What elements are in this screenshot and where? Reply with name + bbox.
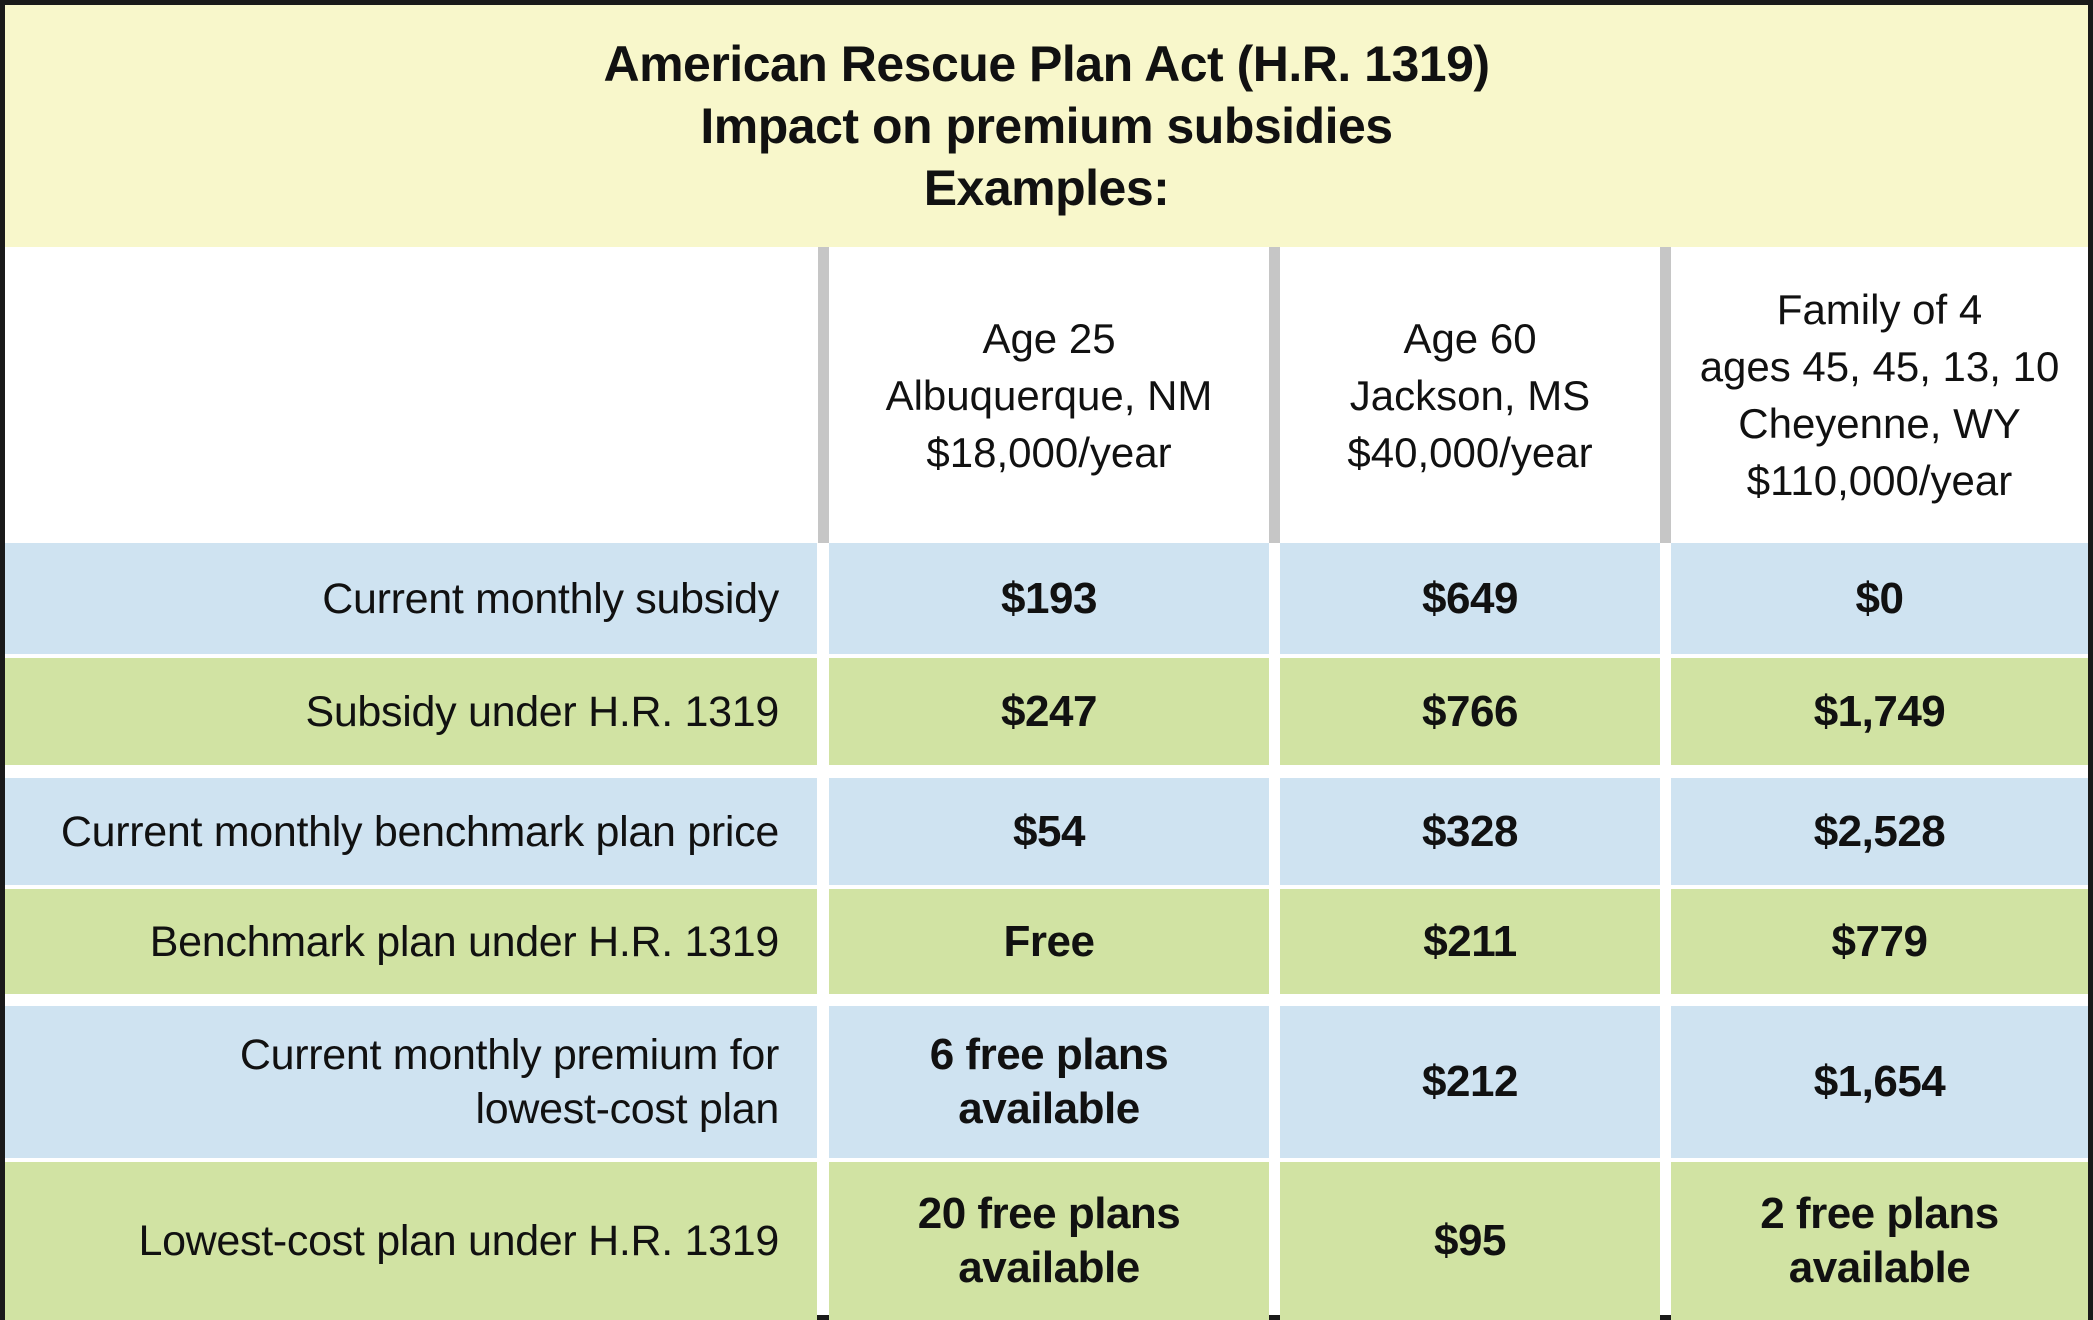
column-header-line: Family of 4 <box>1776 286 1983 333</box>
table-cell: Free <box>829 889 1269 994</box>
row-label: Subsidy under H.R. 1319 <box>5 658 817 765</box>
cell-value: available <box>1788 1243 1971 1292</box>
column-header-line: Jackson, MS <box>1349 371 1591 419</box>
cell-value: $766 <box>1422 686 1518 736</box>
table-row-current-lowest-cost-premium: Current monthly premium for lowest-cost … <box>5 1006 2088 1158</box>
row-label-text: lowest-cost plan <box>475 1085 779 1133</box>
table-cell: $54 <box>829 778 1269 885</box>
title-line-3: Examples: <box>923 160 1170 216</box>
column-header-line: Cheyenne, WY <box>1738 400 2021 447</box>
cell-value: available <box>958 1243 1140 1292</box>
cell-value: $649 <box>1422 573 1518 623</box>
row-label: Benchmark plan under H.R. 1319 <box>5 889 817 994</box>
table-cell: $649 <box>1280 543 1660 654</box>
title-line-2: Impact on premium subsidies <box>700 98 1393 154</box>
row-label: Lowest-cost plan under H.R. 1319 <box>5 1162 817 1320</box>
table-cell: $2,528 <box>1671 778 2088 885</box>
column-header-age-60: Age 60 Jackson, MS $40,000/year <box>1280 247 1660 543</box>
table-cell: $212 <box>1280 1006 1660 1158</box>
table-cell: 6 free plans available <box>829 1006 1269 1158</box>
column-header-line: $110,000/year <box>1746 457 2013 504</box>
column-header-line: Age 25 <box>982 314 1116 362</box>
table-row-current-monthly-subsidy: Current monthly subsidy $193 $649 $0 <box>5 543 2088 654</box>
table-cell: $328 <box>1280 778 1660 885</box>
cell-value: 20 free plans <box>917 1189 1181 1238</box>
row-label: Current monthly subsidy <box>5 543 817 654</box>
table-cell: $766 <box>1280 658 1660 765</box>
cell-value: $2,528 <box>1813 806 1946 856</box>
row-label: Current monthly benchmark plan price <box>5 778 817 885</box>
row-label-text: Current monthly subsidy <box>322 574 779 623</box>
cell-value: $54 <box>1013 806 1085 856</box>
column-header-line: Albuquerque, NM <box>885 371 1213 419</box>
cell-value: $328 <box>1422 806 1518 856</box>
table-row-current-benchmark-price: Current monthly benchmark plan price $54… <box>5 778 2088 885</box>
table-row-benchmark-under-hr1319: Benchmark plan under H.R. 1319 Free $211… <box>5 889 2088 994</box>
cell-value: $779 <box>1831 916 1928 966</box>
table-cell: $247 <box>829 658 1269 765</box>
cell-value: $1,654 <box>1813 1057 1946 1106</box>
table-cell: 20 free plans available <box>829 1162 1269 1320</box>
table-cell: $1,749 <box>1671 658 2088 765</box>
row-label: Current monthly premium for lowest-cost … <box>5 1006 817 1158</box>
table-cell: $0 <box>1671 543 2088 654</box>
column-header-family-of-4: Family of 4 ages 45, 45, 13, 10 Cheyenne… <box>1671 247 2088 543</box>
column-header-line: $40,000/year <box>1347 428 1593 476</box>
table-cell: $211 <box>1280 889 1660 994</box>
cell-value: $212 <box>1422 1057 1518 1106</box>
title-line-1: American Rescue Plan Act (H.R. 1319) <box>603 36 1490 92</box>
cell-value: $1,749 <box>1813 686 1946 736</box>
cell-value: 2 free plans <box>1760 1189 1999 1238</box>
cell-value: $95 <box>1434 1216 1506 1265</box>
row-label-text: Benchmark plan under H.R. 1319 <box>149 917 780 966</box>
cell-value: $211 <box>1423 916 1517 966</box>
row-label-text: Current monthly premium for <box>239 1031 779 1079</box>
table-row-subsidy-under-hr1319: Subsidy under H.R. 1319 $247 $766 $1,749 <box>5 658 2088 765</box>
column-header-line: $18,000/year <box>926 428 1172 476</box>
table-title: American Rescue Plan Act (H.R. 1319) Imp… <box>5 5 2088 247</box>
column-header-age-25: Age 25 Albuquerque, NM $18,000/year <box>829 247 1269 543</box>
table-cell: $1,654 <box>1671 1006 2088 1158</box>
cell-value: Free <box>1003 916 1095 966</box>
row-label-text: Lowest-cost plan under H.R. 1319 <box>138 1217 779 1265</box>
table-row-lowest-cost-under-hr1319: Lowest-cost plan under H.R. 1319 20 free… <box>5 1162 2088 1320</box>
column-divider <box>1269 247 1280 543</box>
table-cell: $95 <box>1280 1162 1660 1320</box>
row-label-text: Subsidy under H.R. 1319 <box>305 687 779 736</box>
table-cell: $193 <box>829 543 1269 654</box>
cell-value: $247 <box>1001 686 1097 736</box>
cell-value: $0 <box>1855 573 1904 623</box>
column-header-line: ages 45, 45, 13, 10 <box>1699 343 2060 390</box>
table-cell: $779 <box>1671 889 2088 994</box>
table-cell: 2 free plans available <box>1671 1162 2088 1320</box>
cell-value: available <box>958 1084 1140 1133</box>
row-label-text: Current monthly benchmark plan price <box>60 807 779 856</box>
column-header-line: Age 60 <box>1403 314 1537 362</box>
column-divider <box>1660 247 1671 543</box>
cell-value: 6 free plans <box>929 1030 1169 1079</box>
cell-value: $193 <box>1001 573 1097 623</box>
column-divider <box>818 247 829 543</box>
